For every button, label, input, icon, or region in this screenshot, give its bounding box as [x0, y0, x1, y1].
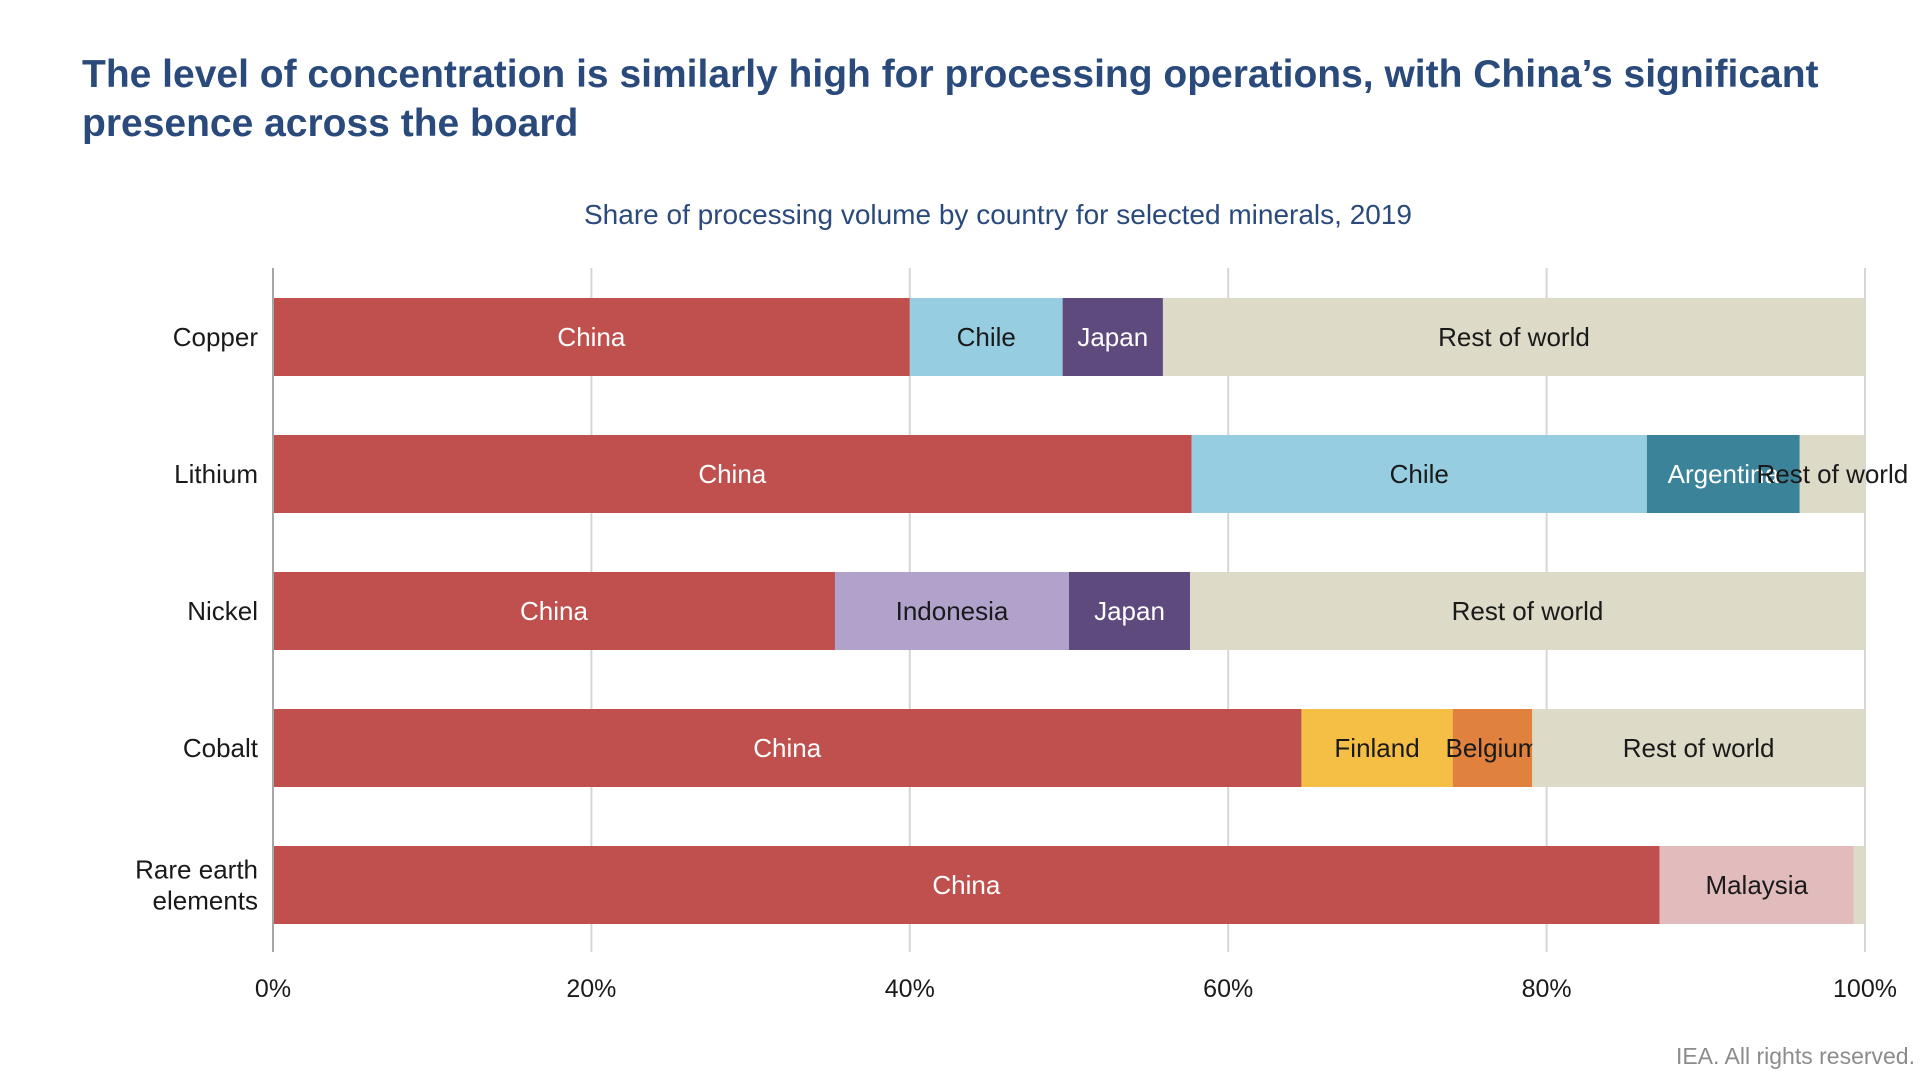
x-tick-label: 0%: [255, 975, 291, 1003]
category-label: Nickel: [187, 596, 258, 626]
bar-data-label: China: [557, 322, 625, 352]
x-tick-label: 60%: [1203, 975, 1253, 1003]
bar-data-label: China: [932, 870, 1000, 900]
bar-data-label: Japan: [1094, 596, 1165, 626]
bar-segment: [1069, 572, 1190, 650]
copyright-notice: IEA. All rights reserved.: [1675, 1043, 1915, 1069]
category-label: Rare earth elements: [135, 855, 258, 916]
bar-segment: [273, 435, 1192, 513]
bar-segment: [1853, 846, 1865, 924]
bar-data-label: Rest of world: [1756, 459, 1908, 489]
bar-segment: [273, 846, 1660, 924]
bar-segment: [1646, 435, 1800, 513]
bar-segment: [834, 572, 1069, 650]
bar-segment: [273, 709, 1302, 787]
axes: 0% 20% 40% 60% 80% 100% Copper Lithium Nickel Cob…: [135, 268, 1897, 1003]
bar-data-label: Argentina: [1668, 459, 1780, 489]
bar-segment: [1659, 846, 1854, 924]
bar-segment: [909, 298, 1063, 376]
bar-segment: [1452, 709, 1533, 787]
bar-data-label: Rest of world: [1438, 322, 1590, 352]
bar-data-label: China: [753, 733, 821, 763]
bar-segment: [1191, 435, 1647, 513]
category-label: Copper: [173, 322, 259, 352]
bar-data-label: Chile: [1390, 459, 1449, 489]
bar-segment: [273, 572, 835, 650]
category-label: Cobalt: [183, 733, 259, 763]
bar-segment: [1189, 572, 1865, 650]
bar-data-label: Belgium: [1446, 733, 1540, 763]
chart-title: Share of processing volume by country fo…: [584, 199, 1412, 230]
bar-data-label: Chile: [957, 322, 1016, 352]
bar-data-label: Rest of world: [1452, 596, 1604, 626]
page-headline: The level of concentration is similarly …: [82, 53, 1819, 145]
bar-data-label: Malaysia: [1705, 870, 1808, 900]
bar-data-label: Japan: [1077, 322, 1148, 352]
bar-data-label: Rest of world: [1623, 733, 1775, 763]
bar-data-label: China: [698, 459, 766, 489]
bar-segment: [1532, 709, 1865, 787]
bar-segment: [1301, 709, 1453, 787]
bar-segment: [1162, 298, 1865, 376]
x-tick-label: 20%: [566, 975, 616, 1003]
bars: China Chile Japan Rest of world China Chile Ar…: [273, 298, 1908, 924]
category-label: Lithium: [174, 459, 258, 489]
bar-segment: [1799, 435, 1865, 513]
bar-data-label: Indonesia: [896, 596, 1009, 626]
bar-data-label: Finland: [1334, 733, 1419, 763]
x-tick-label: 40%: [885, 975, 935, 1003]
x-tick-label: 80%: [1522, 975, 1572, 1003]
bar-data-label: China: [520, 596, 588, 626]
bar-segment: [273, 298, 910, 376]
bar-segment: [1062, 298, 1163, 376]
x-tick-label: 100%: [1833, 975, 1897, 1003]
